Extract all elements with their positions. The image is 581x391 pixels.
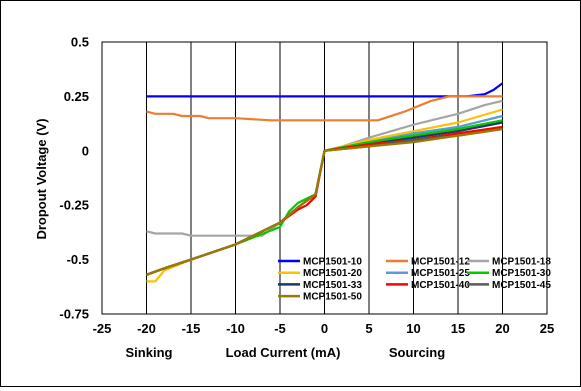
legend-label: MCP1501-18 [492,257,551,268]
grid-layer [146,42,503,314]
y-axis-title: Dropout Voltage (V) [34,118,49,239]
series-line-mcp1501-50 [146,127,503,276]
x-tick-label: -25 [93,321,112,336]
legend-label: MCP1501-33 [303,280,362,291]
legend-label: MCP1501-25 [411,268,470,279]
y-tick-label: -0.25 [59,198,89,213]
series-line-mcp1501-12 [146,95,503,122]
x-tick-label: -15 [182,321,201,336]
series-layer [146,82,504,283]
tick-labels: -25 -20 -15 -10 -5 0 5 10 15 20 25 0.5 0.25 0 -0.25 -0.… [59,35,554,337]
x-axis-side-label-sourcing: Sourcing [389,345,445,360]
legend-label: MCP1501-50 [303,292,362,303]
x-tick-label: 0 [321,321,328,336]
x-tick-label: 20 [495,321,509,336]
legend-label: MCP1501-30 [492,268,551,279]
x-tick-label: -5 [274,321,286,336]
y-tick-label: 0.25 [64,89,89,104]
series-line-mcp1501-10 [146,82,504,98]
y-tick-label: -0.5 [67,252,89,267]
y-tick-label: 0.5 [71,35,89,50]
x-tick-label: -10 [226,321,245,336]
x-tick-label: 25 [540,321,554,336]
x-tick-label: 5 [365,321,372,336]
legend: MCP1501-10 MCP1501-12 MCP1501-18 MCP1501-20… [278,257,551,303]
legend-label: MCP1501-45 [492,280,551,291]
legend-label: MCP1501-10 [303,257,362,268]
x-tick-label: -20 [137,321,156,336]
plot-area-border [101,41,548,315]
legend-label: MCP1501-12 [411,257,470,268]
x-tick-label: 10 [406,321,420,336]
legend-label: MCP1501-20 [303,268,362,279]
y-tick-label: -0.75 [59,307,89,322]
legend-label: MCP1501-40 [411,280,470,291]
y-tick-label: 0 [82,143,89,158]
x-axis-side-label-sinking: Sinking [126,345,173,360]
x-tick-label: 15 [451,321,465,336]
x-axis-title: Load Current (mA) [226,345,341,360]
